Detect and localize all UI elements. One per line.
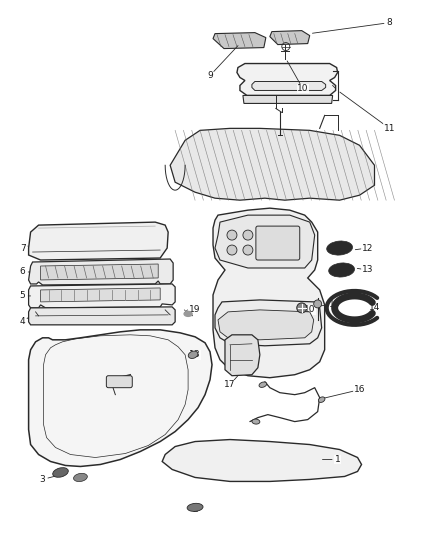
Polygon shape (215, 300, 321, 346)
Polygon shape (162, 440, 361, 481)
Ellipse shape (187, 503, 203, 511)
Text: 11: 11 (384, 124, 395, 133)
Polygon shape (28, 284, 175, 308)
Polygon shape (218, 310, 314, 340)
Ellipse shape (53, 467, 68, 477)
Ellipse shape (259, 382, 267, 387)
Circle shape (297, 303, 307, 313)
Text: 5: 5 (20, 292, 25, 301)
Text: 4: 4 (20, 317, 25, 326)
Polygon shape (213, 33, 266, 49)
Ellipse shape (74, 473, 87, 481)
Text: 8: 8 (387, 18, 392, 27)
Ellipse shape (252, 419, 260, 424)
Polygon shape (252, 82, 326, 91)
Text: 9: 9 (207, 71, 213, 80)
Text: 10: 10 (304, 305, 315, 314)
Polygon shape (243, 95, 332, 103)
Polygon shape (237, 63, 338, 95)
Text: ✕: ✕ (182, 310, 188, 316)
Polygon shape (28, 222, 168, 260)
Ellipse shape (318, 397, 325, 402)
Polygon shape (28, 307, 175, 325)
Text: 13: 13 (362, 265, 373, 274)
Text: 16: 16 (354, 385, 365, 394)
Polygon shape (41, 288, 160, 302)
Ellipse shape (184, 311, 192, 317)
Polygon shape (215, 215, 314, 268)
Text: 19: 19 (189, 305, 201, 314)
Text: 14: 14 (369, 303, 380, 312)
Polygon shape (213, 208, 325, 378)
Circle shape (314, 300, 321, 308)
FancyBboxPatch shape (106, 376, 132, 387)
Polygon shape (28, 330, 212, 466)
Text: 17: 17 (224, 380, 236, 389)
Text: 18: 18 (189, 350, 201, 359)
Circle shape (227, 230, 237, 240)
Circle shape (243, 245, 253, 255)
Circle shape (243, 230, 253, 240)
Polygon shape (170, 128, 374, 200)
Polygon shape (28, 259, 173, 285)
Circle shape (227, 245, 237, 255)
Text: 15: 15 (329, 301, 340, 309)
Text: 12: 12 (362, 244, 373, 253)
Text: 10: 10 (297, 84, 308, 93)
Text: 3: 3 (40, 475, 46, 484)
Text: 2: 2 (192, 505, 198, 514)
Ellipse shape (327, 241, 353, 255)
Text: 1: 1 (335, 455, 340, 464)
Polygon shape (41, 264, 158, 280)
Polygon shape (225, 335, 260, 376)
Ellipse shape (328, 263, 354, 277)
FancyBboxPatch shape (256, 226, 300, 260)
Polygon shape (270, 30, 310, 45)
Text: 6: 6 (20, 268, 25, 277)
Ellipse shape (188, 351, 198, 359)
Text: 7: 7 (20, 244, 25, 253)
